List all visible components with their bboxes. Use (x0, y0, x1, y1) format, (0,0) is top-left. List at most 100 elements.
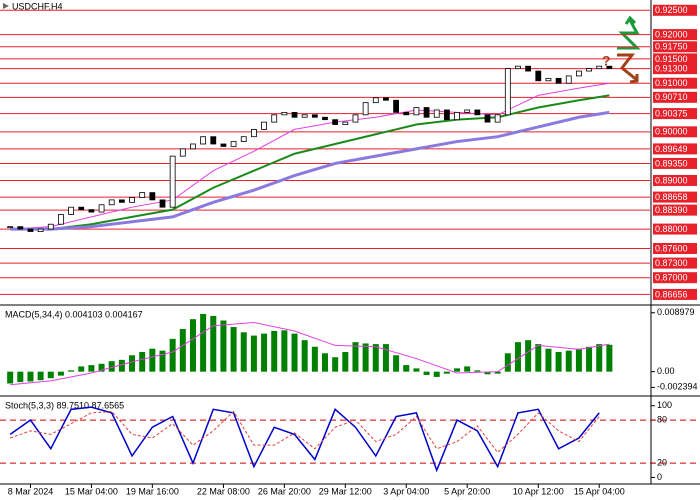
y-tick-label: -0.002394 (657, 382, 698, 392)
candle (586, 68, 592, 72)
candle (362, 102, 369, 116)
histogram-bar (586, 346, 593, 372)
candle (251, 129, 257, 138)
level-label: 0.90000 (655, 127, 688, 137)
candle (332, 119, 339, 125)
candle (129, 197, 135, 203)
histogram-bar (393, 355, 400, 372)
candle (149, 192, 156, 201)
x-tick-label: 5 Apr 20:00 (444, 486, 490, 496)
level-label-box (653, 41, 697, 53)
candle (443, 109, 450, 121)
level-label: 0.92500 (655, 5, 688, 15)
level-label: 0.92000 (655, 29, 688, 39)
x-tick-label: 19 Mar 16:00 (126, 486, 179, 496)
down-scenario-arrow (617, 53, 639, 84)
histogram-bar (464, 366, 471, 372)
candle (220, 143, 227, 147)
chart-title: USDCHF,H4 (12, 1, 63, 11)
histogram-bar (210, 315, 217, 372)
candle (525, 65, 532, 72)
candle (515, 65, 521, 70)
histogram-bar (78, 366, 85, 372)
candle (118, 199, 125, 203)
candle (37, 228, 44, 232)
level-label-box (653, 243, 697, 255)
histogram-bar (382, 344, 389, 372)
level-label: 0.89350 (655, 158, 688, 168)
candle (78, 206, 85, 211)
histogram-bar (535, 344, 542, 372)
histogram-bar (332, 357, 339, 372)
candle (200, 136, 207, 145)
histogram-bar (57, 371, 64, 376)
candle (210, 136, 217, 145)
histogram-bar (37, 371, 44, 381)
histogram-bar (433, 371, 440, 377)
level-label-box (653, 29, 697, 41)
candle (108, 199, 115, 206)
histogram-bar (88, 365, 95, 372)
question-mark: ? (602, 53, 611, 69)
histogram-bar (281, 330, 288, 372)
histogram-bar (291, 333, 298, 372)
histogram-bar (311, 346, 318, 372)
level-label: 0.89000 (655, 175, 688, 185)
histogram-bar (322, 353, 328, 372)
candle (383, 97, 389, 101)
candle (179, 148, 186, 157)
level-label: 0.91500 (655, 54, 688, 64)
candle (576, 70, 582, 77)
level-label-box (653, 223, 697, 235)
histogram-bar (565, 350, 572, 372)
level-label-box (653, 63, 697, 75)
histogram-bar (169, 338, 176, 372)
level-label: 0.90375 (655, 108, 688, 118)
histogram-bar (98, 363, 105, 372)
histogram-bar (596, 344, 603, 372)
candle (423, 107, 430, 118)
candle (271, 114, 278, 123)
up-scenario-arrow (617, 15, 641, 50)
histogram-bar (118, 359, 125, 372)
y-tick-label: 80 (657, 414, 667, 424)
histogram-bar (108, 361, 115, 372)
level-label-box (653, 108, 697, 120)
histogram-bar (261, 333, 268, 372)
indicator-line (9, 410, 600, 454)
candle (494, 114, 501, 123)
level-label: 0.91000 (655, 78, 688, 88)
histogram-bar (606, 344, 613, 372)
candle (311, 114, 318, 118)
macd-title: MACD(5,34,4) 0.004103 0.004167 (5, 309, 143, 319)
candle (240, 136, 247, 142)
indicator-line (10, 82, 610, 230)
x-tick-label: 22 Mar 08:00 (197, 486, 250, 496)
x-tick-label: 29 Mar 12:00 (319, 486, 372, 496)
candle (322, 116, 328, 121)
candle (474, 109, 481, 116)
histogram-bar (474, 370, 481, 372)
x-tick-label: 3 Apr 04:00 (383, 486, 429, 496)
y-tick-label: 0.00 (657, 366, 675, 376)
candle (58, 214, 64, 225)
candle (68, 206, 74, 215)
candle (27, 228, 34, 232)
candle (413, 107, 420, 116)
symbol-icon (3, 3, 9, 9)
histogram-bar (484, 371, 491, 375)
x-tick-label: 26 Mar 20:00 (258, 486, 311, 496)
candle (261, 121, 267, 130)
candle (393, 99, 399, 113)
histogram-bar (423, 371, 430, 375)
histogram-bar (494, 371, 501, 374)
histogram-bar (372, 344, 379, 372)
candle (596, 65, 603, 70)
candle (464, 109, 471, 113)
candle (545, 77, 552, 82)
level-label: 0.90710 (655, 92, 688, 102)
candle (88, 209, 95, 213)
y-tick-label: 0.008979 (657, 307, 695, 317)
